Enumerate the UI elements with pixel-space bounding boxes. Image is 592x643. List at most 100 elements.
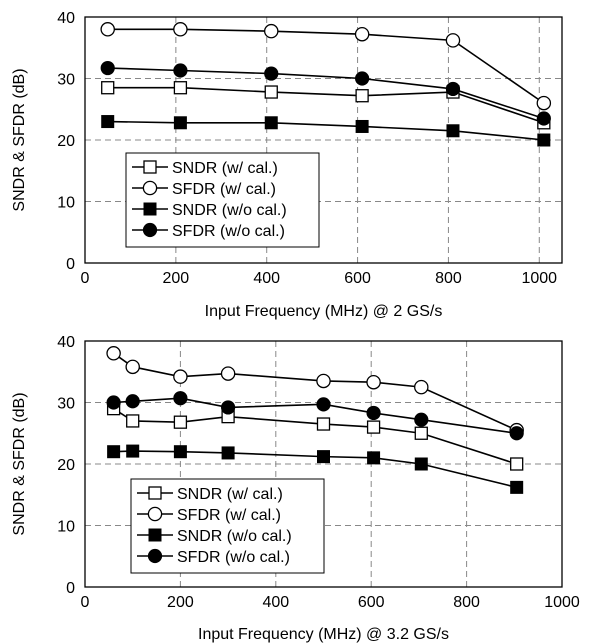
legend-label: SFDR (w/ cal.) [172,181,276,198]
y-tick-label: 30 [57,72,75,89]
data-point [414,426,428,440]
chart-panel-1: 0 200 400 600 800 1000 0 10 20 30 40 Input Frequenc… [11,10,563,320]
y-tick-label: 10 [57,195,75,212]
series-line [113,407,517,465]
data-point [355,119,369,133]
data-point [414,379,429,395]
series-open-circle [100,22,552,111]
plot-area-frame [84,16,563,264]
y-tick-label: 40 [57,334,75,351]
x-tick-label: 400 [262,594,289,611]
series-line [107,28,545,104]
legend-label: SFDR (w/ cal.) [177,507,281,524]
x-tick-label: 200 [167,594,194,611]
series-open-square [101,81,551,130]
data-point [101,81,115,95]
legend-marker [143,202,157,216]
x-tick-label: 600 [344,270,371,287]
series-line [113,352,518,431]
legend-label: SNDR (w/ cal.) [172,160,278,177]
y-tick-label: 20 [57,457,75,474]
data-point [366,374,381,390]
x-tick-label: 600 [358,594,385,611]
x-tick-label: 800 [453,594,480,611]
y-tick-label: 20 [57,133,75,150]
data-point [264,66,279,81]
series-line [107,67,545,120]
data-point [366,420,381,434]
data-point [173,391,188,406]
legend-marker [142,180,158,196]
series-line [107,120,544,141]
legend-label: SNDR (w/o cal.) [172,202,287,219]
series-line [113,450,517,489]
data-point [125,359,140,375]
data-point [173,445,187,459]
data-point [509,426,524,441]
legend-marker [147,548,163,564]
data-point [107,445,121,459]
series-filled-circle [100,60,551,126]
legend-marker [148,528,162,542]
x-tick-label: 0 [81,594,90,611]
x-tick-label: 0 [81,270,90,287]
data-point [173,116,187,130]
x-axis-label: Input Frequency (MHz) @ 2 GS/s [205,303,443,320]
data-point [101,115,115,129]
data-point [100,22,115,37]
legend-box [130,478,325,574]
legend-marker [142,222,158,238]
data-point [316,397,331,412]
legend-marker [148,486,162,500]
data-point [446,124,460,138]
data-point [316,417,331,431]
chart-panel-2: 0 200 400 600 800 1000 0 10 20 30 40 Input Frequenc… [11,334,580,643]
data-point [106,346,121,361]
legend: SNDR (w/ cal.) SFDR (w/ cal.) SNDR (w/o ca… [130,478,325,574]
data-point [536,111,551,126]
data-point [173,415,188,429]
data-point [264,116,278,130]
data-point [264,85,278,99]
data-point [220,366,236,381]
data-point [537,133,551,147]
data-point [264,23,279,39]
x-tick-label: 200 [163,270,190,287]
series-filled-square [107,444,524,494]
legend-label: SFDR (w/o cal.) [172,223,285,240]
y-tick-label: 0 [66,580,75,597]
data-point [173,369,188,384]
data-point [221,446,235,460]
x-tick-label: 800 [435,270,462,287]
legend-label: SNDR (w/o cal.) [177,528,292,545]
data-point [100,60,115,76]
data-point [510,457,524,471]
data-point [221,400,236,415]
data-point [355,71,370,86]
data-point [414,457,428,471]
y-tick-label: 10 [57,519,75,536]
data-point [510,480,524,494]
plot-area-frame [84,340,563,588]
data-point [106,395,121,410]
data-point [173,22,188,37]
data-point [316,373,331,389]
data-point [173,81,188,95]
series-open-square [106,401,524,471]
legend-marker [147,506,163,522]
y-tick-label: 30 [57,396,75,413]
legend-box [125,152,320,248]
data-point [445,81,461,97]
data-point [366,405,381,421]
series-filled-circle [106,391,524,441]
data-point [125,394,140,409]
y-axis-label: SNDR & SFDR (dB) [11,68,28,211]
y-tick-label: 40 [57,10,75,27]
x-tick-label: 1000 [521,270,557,287]
legend-label: SNDR (w/ cal.) [177,486,283,503]
data-point [355,89,369,103]
data-point [445,33,461,48]
x-tick-label: 400 [253,270,280,287]
data-point [414,412,429,427]
